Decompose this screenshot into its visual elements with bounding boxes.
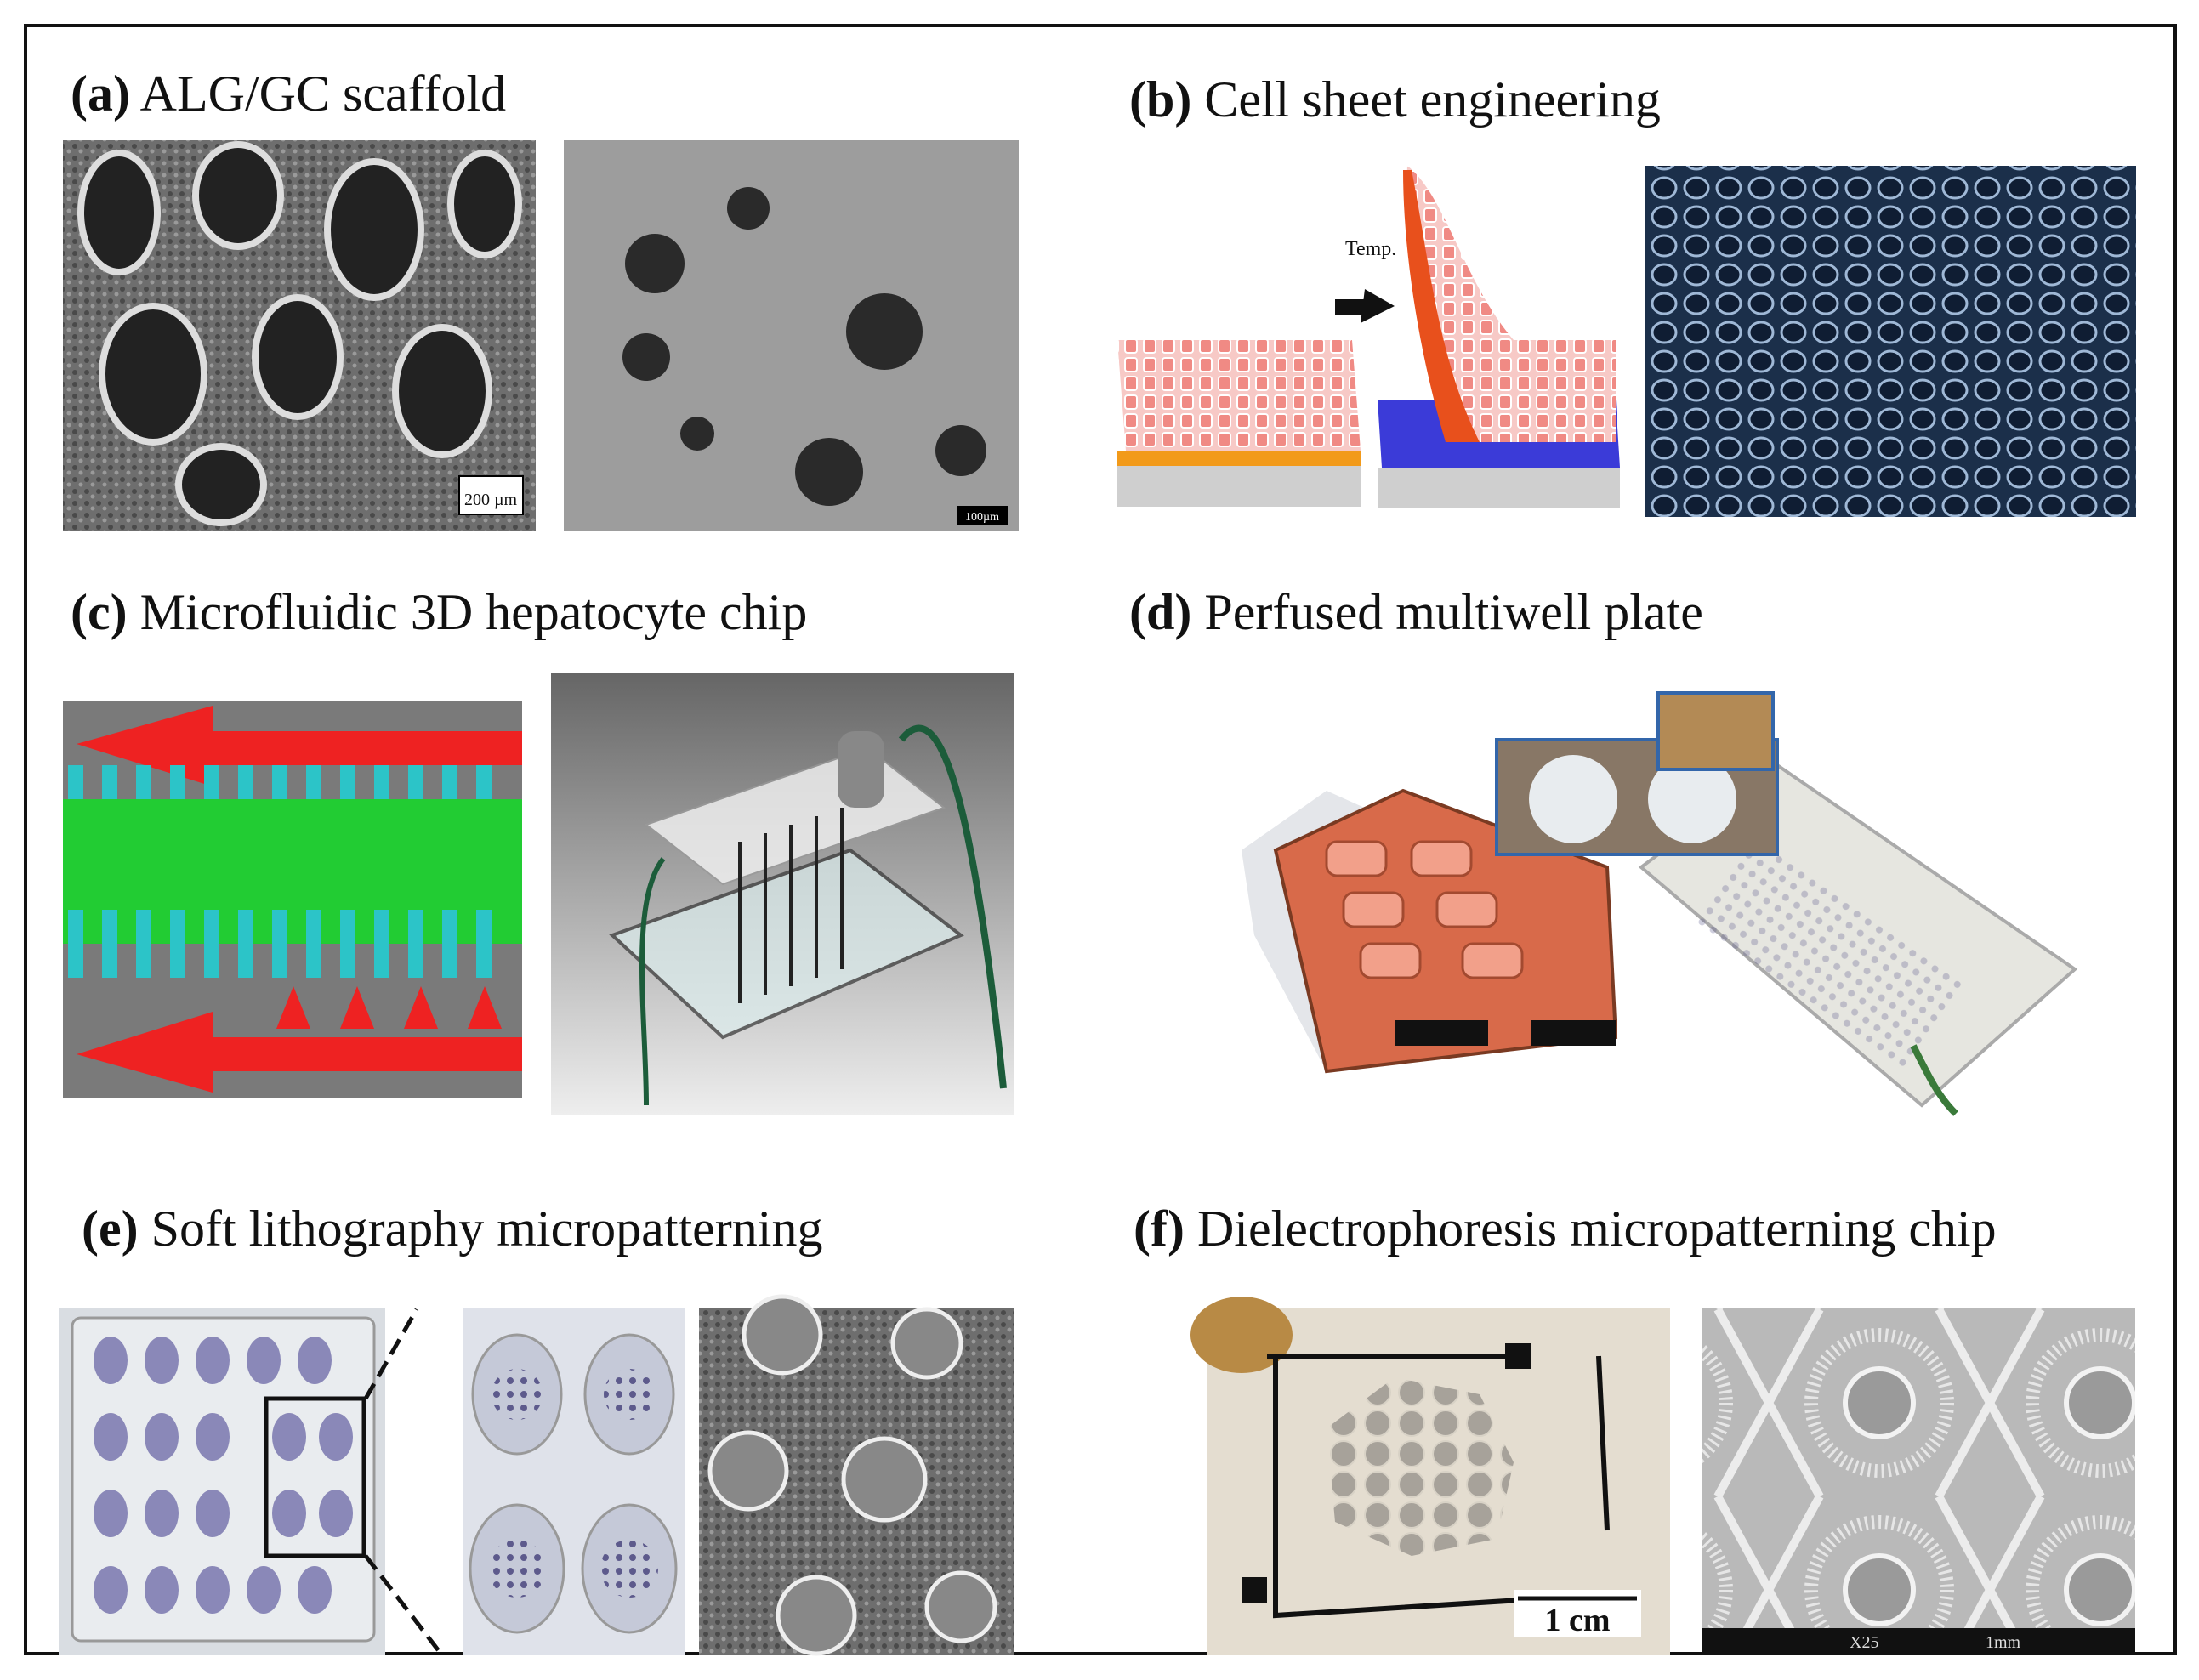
- scale-bar-label: 100µm: [965, 511, 999, 524]
- sem-magnification: X25: [1850, 1633, 1878, 1652]
- frame: [24, 24, 2177, 1655]
- panel-label: (e) Soft lithography micropatterning: [82, 1200, 822, 1257]
- sem-image: 200 µm: [63, 140, 536, 531]
- panel-label: (a) ALG/GC scaffold: [71, 65, 506, 122]
- micrograph: 100µm: [564, 140, 1019, 531]
- arrow-label: Temp.: [1345, 238, 1396, 260]
- dep-sem-image: X25 1mm: [1702, 1308, 2135, 1655]
- panel-label: (c) Microfluidic 3D hepatocyte chip: [71, 584, 807, 640]
- dep-chip-photo: 1 cm: [1190, 1297, 1670, 1655]
- panel-label: (b) Cell sheet engineering: [1129, 71, 1661, 128]
- cell-sheet-diagram: Temp.: [1117, 166, 1620, 508]
- chip-photo: [551, 673, 1014, 1115]
- scale-bar-label: 200 µm: [464, 491, 518, 509]
- wells-closeup: [463, 1308, 685, 1655]
- cell-sheet-micrograph: [1645, 166, 2136, 517]
- scale-bar-label: 1 cm: [1544, 1603, 1610, 1638]
- plate-photo: [59, 1308, 444, 1657]
- chip-schematic: [63, 701, 522, 1098]
- panel-label: (d) Perfused multiwell plate: [1129, 584, 1703, 640]
- multiwell-plate-photo: [1242, 691, 2078, 1116]
- pattern-micrograph: [699, 1294, 1014, 1656]
- scale-bar-label: 1mm: [1986, 1633, 2021, 1652]
- panel-label: (f) Dielectrophoresis micropatterning ch…: [1134, 1200, 1997, 1257]
